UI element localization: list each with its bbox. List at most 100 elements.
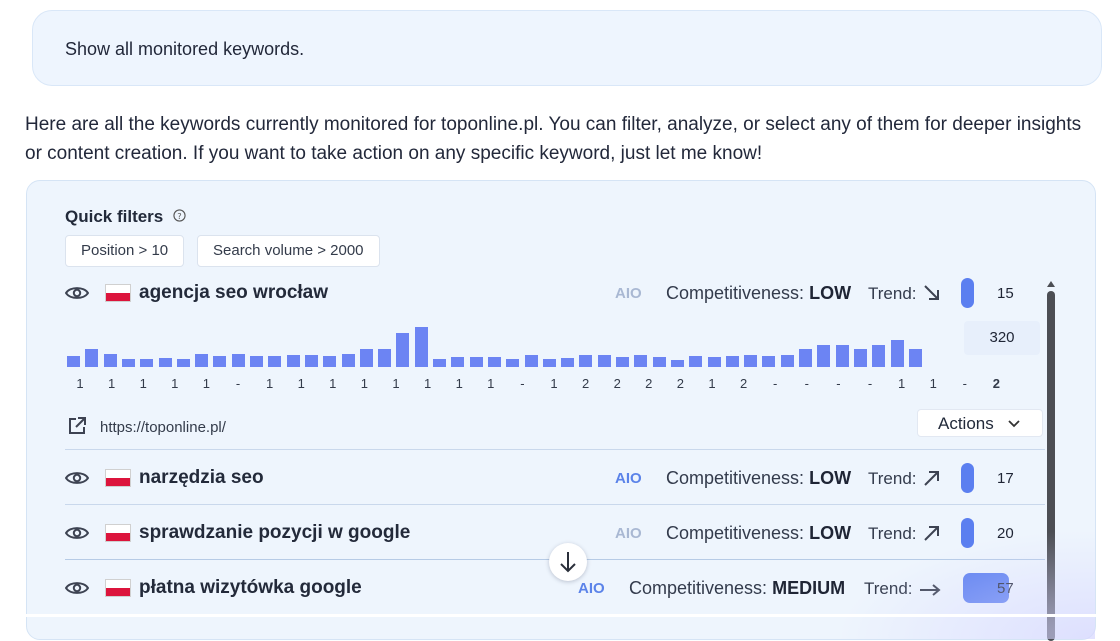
keyword-row[interactable]: narzędzia seo AIO Competitiveness: LOW T… bbox=[65, 451, 1045, 505]
keywords-card: Quick filters ? Position > 10 Search vol… bbox=[26, 180, 1096, 641]
position-pill bbox=[961, 463, 974, 493]
history-position-label: 2 bbox=[739, 376, 748, 391]
history-position-label: - bbox=[773, 376, 778, 391]
history-position-label: 2 bbox=[676, 376, 685, 391]
external-link-icon[interactable] bbox=[67, 416, 87, 436]
history-bar bbox=[780, 355, 794, 367]
history-bar bbox=[85, 349, 99, 367]
position-value: 15 bbox=[997, 285, 1014, 302]
keyword-name: agencja seo wrocław bbox=[139, 282, 329, 303]
user-message-bubble: Show all monitored keywords. bbox=[32, 10, 1102, 86]
history-bar bbox=[506, 359, 520, 367]
background-glow bbox=[835, 529, 1095, 639]
history-position-label: - bbox=[867, 376, 873, 391]
position-value: 17 bbox=[997, 470, 1014, 487]
svg-text:?: ? bbox=[177, 211, 181, 221]
history-bar bbox=[634, 355, 648, 367]
history-bar bbox=[323, 356, 337, 367]
eye-icon[interactable] bbox=[65, 580, 89, 596]
competitiveness-label: Competitiveness: bbox=[629, 578, 768, 598]
history-bar bbox=[433, 359, 446, 367]
history-bar bbox=[799, 349, 812, 367]
filter-chip-search-volume[interactable]: Search volume > 2000 bbox=[197, 235, 380, 267]
history-bar bbox=[707, 357, 721, 367]
history-position-label: - bbox=[804, 376, 809, 391]
trend-label: Trend: bbox=[868, 469, 917, 488]
trend: Trend: bbox=[868, 284, 941, 304]
history-bar bbox=[341, 354, 355, 367]
row-divider bbox=[65, 449, 1045, 450]
history-position-label: 1 bbox=[76, 376, 84, 391]
competitiveness: Competitiveness: LOW bbox=[666, 523, 851, 544]
competitiveness-label: Competitiveness: bbox=[666, 468, 805, 488]
scrollbar[interactable] bbox=[1047, 291, 1055, 641]
history-position-label: 1 bbox=[297, 376, 305, 391]
history-bar bbox=[304, 355, 318, 367]
help-icon[interactable]: ? bbox=[173, 209, 186, 222]
competitiveness: Competitiveness: MEDIUM bbox=[629, 578, 845, 599]
history-bar bbox=[378, 349, 392, 367]
history-bar bbox=[561, 358, 575, 367]
competitiveness: Competitiveness: LOW bbox=[666, 468, 851, 489]
history-bar bbox=[872, 345, 886, 367]
history-position-label: 1 bbox=[329, 376, 337, 391]
trend-label: Trend: bbox=[868, 284, 917, 303]
history-bar bbox=[744, 355, 758, 367]
aio-badge: AIO bbox=[615, 285, 642, 302]
history-bar bbox=[231, 354, 245, 367]
history-position-label: 2 bbox=[613, 376, 621, 391]
aio-badge: AIO bbox=[615, 470, 642, 487]
history-position-label: 1 bbox=[107, 376, 116, 391]
history-position-label: 1 bbox=[139, 376, 147, 391]
aio-badge: AIO bbox=[578, 580, 605, 597]
history-position-label: - bbox=[235, 376, 241, 391]
history-bar bbox=[524, 355, 538, 367]
history-position-label: 1 bbox=[360, 376, 369, 391]
position-history-ticks: 1 1 1 1 1 - 1 1 1 1 1 1 1 1 - 1 2 2 2 2 1 2 - - - - 1 1 - 2 bbox=[65, 376, 1045, 394]
competitiveness-value: LOW bbox=[809, 283, 852, 303]
history-bar bbox=[158, 358, 172, 367]
history-bar bbox=[835, 345, 849, 367]
eye-icon[interactable] bbox=[65, 525, 89, 541]
trend-up-icon bbox=[924, 471, 940, 486]
eye-icon[interactable] bbox=[65, 470, 89, 486]
history-bar bbox=[725, 356, 739, 367]
history-bar bbox=[487, 357, 501, 367]
position-history-chart bbox=[65, 321, 945, 367]
history-bar bbox=[762, 356, 776, 367]
scroll-to-bottom-button[interactable] bbox=[549, 543, 587, 581]
history-bar bbox=[103, 354, 117, 367]
history-bar bbox=[817, 345, 831, 367]
history-position-label: 1 bbox=[455, 376, 463, 391]
history-bar bbox=[689, 356, 703, 367]
arrow-down-icon bbox=[560, 552, 576, 573]
history-position-label: 1 bbox=[265, 376, 274, 391]
history-bar bbox=[195, 354, 209, 367]
history-position-label: 1 bbox=[929, 376, 937, 391]
history-bar bbox=[67, 356, 80, 367]
history-bar bbox=[268, 356, 282, 367]
history-bar bbox=[652, 357, 666, 367]
competitiveness: Competitiveness: LOW bbox=[666, 283, 851, 304]
eye-icon[interactable] bbox=[65, 285, 89, 301]
keyword-url-link[interactable]: https://toponline.pl/ bbox=[100, 419, 226, 436]
trend: Trend: bbox=[868, 469, 941, 489]
keyword-name: sprawdzanie pozycji w google bbox=[139, 522, 411, 543]
scroll-up-arrow-icon[interactable] bbox=[1047, 281, 1055, 287]
user-message-text: Show all monitored keywords. bbox=[65, 39, 305, 59]
history-bar bbox=[908, 349, 922, 367]
history-position-label: 2 bbox=[645, 376, 653, 391]
filter-chip-position[interactable]: Position > 10 bbox=[65, 235, 185, 267]
history-bar bbox=[853, 349, 867, 367]
history-position-label: 1 bbox=[392, 376, 400, 391]
history-position-label: 1 bbox=[423, 376, 432, 391]
history-bar bbox=[670, 360, 684, 367]
history-position-label: 2 bbox=[581, 376, 590, 391]
history-position-label: 2 bbox=[992, 376, 1001, 391]
history-position-label: 1 bbox=[708, 376, 716, 391]
history-bar bbox=[542, 359, 556, 367]
chevron-down-icon bbox=[1008, 420, 1020, 428]
trend-down-icon bbox=[924, 285, 940, 300]
keyword-row[interactable]: agencja seo wrocław AIO Competitiveness:… bbox=[65, 267, 1045, 321]
actions-dropdown[interactable]: Actions bbox=[917, 409, 1043, 437]
